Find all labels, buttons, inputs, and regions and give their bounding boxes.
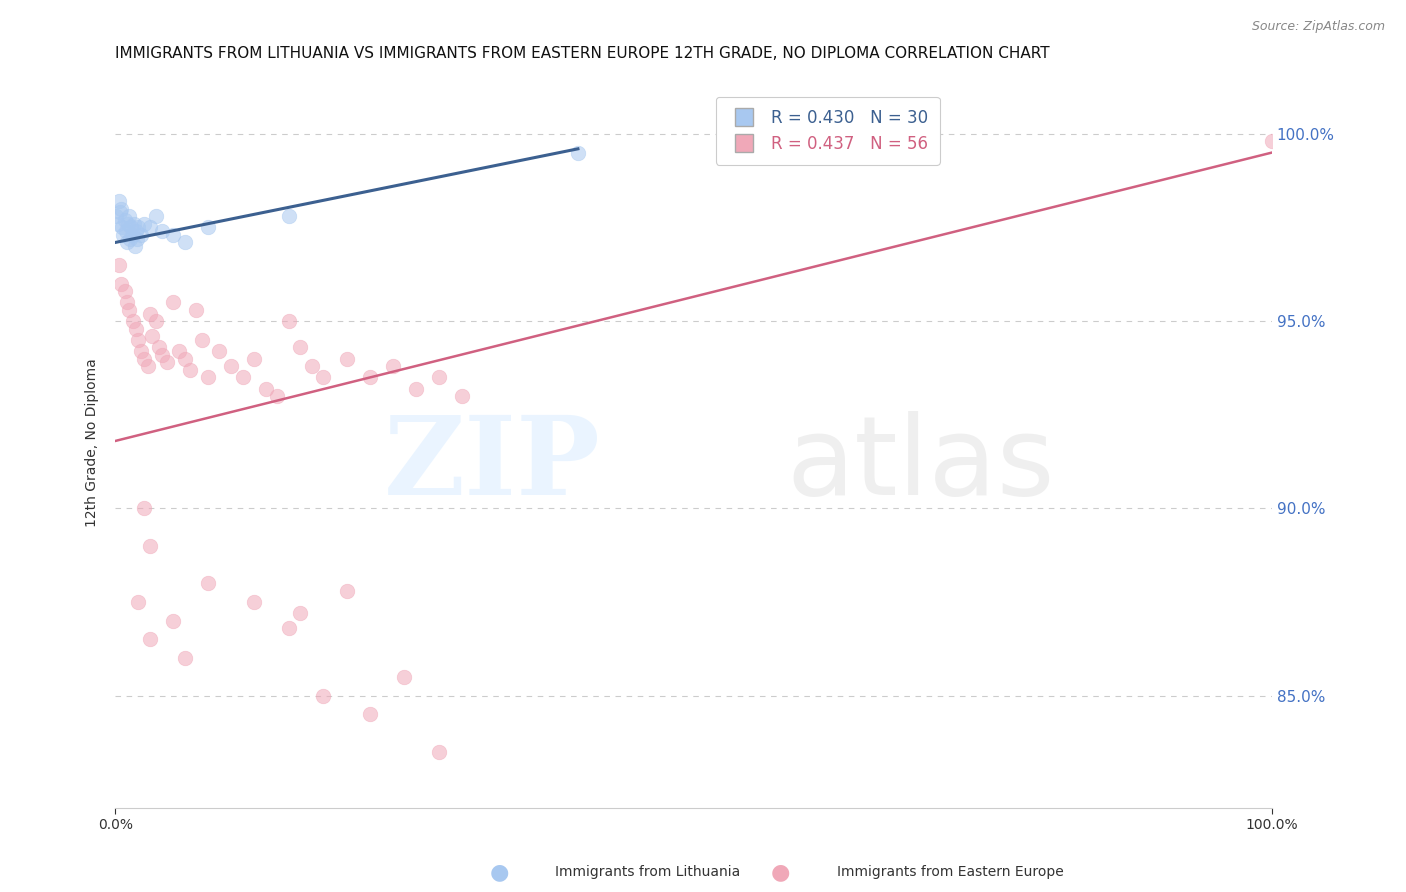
Point	[124, 239, 146, 253]
Point	[427, 745, 450, 759]
Point	[381, 359, 404, 373]
Point	[266, 389, 288, 403]
Point	[121, 314, 143, 328]
Point	[141, 329, 163, 343]
Point	[197, 220, 219, 235]
Point	[150, 224, 173, 238]
Point	[114, 213, 136, 227]
Point	[156, 355, 179, 369]
Text: Source: ZipAtlas.com: Source: ZipAtlas.com	[1251, 20, 1385, 33]
Point	[118, 302, 141, 317]
Point	[179, 363, 201, 377]
Text: IMMIGRANTS FROM LITHUANIA VS IMMIGRANTS FROM EASTERN EUROPE 12TH GRADE, NO DIPLO: IMMIGRANTS FROM LITHUANIA VS IMMIGRANTS …	[115, 46, 1050, 62]
Point	[162, 614, 184, 628]
Point	[127, 220, 149, 235]
Point	[107, 194, 129, 209]
Point	[105, 209, 128, 223]
Point	[136, 359, 159, 373]
Point	[243, 351, 266, 366]
Point	[134, 217, 156, 231]
Point	[108, 205, 131, 219]
Text: ZIP: ZIP	[384, 411, 600, 518]
Point	[359, 707, 381, 722]
Point	[139, 632, 162, 647]
Point	[167, 344, 190, 359]
Point	[208, 344, 231, 359]
Point	[173, 351, 195, 366]
Point	[120, 232, 142, 246]
Point	[336, 583, 359, 598]
Point	[129, 344, 152, 359]
Point	[114, 284, 136, 298]
Point	[139, 307, 162, 321]
Point	[277, 621, 299, 635]
Point	[336, 351, 359, 366]
Point	[118, 209, 141, 223]
Point	[405, 382, 427, 396]
Point	[127, 595, 149, 609]
Point	[277, 314, 299, 328]
Point	[173, 651, 195, 665]
Point	[197, 576, 219, 591]
Point	[121, 220, 143, 235]
Point	[162, 295, 184, 310]
Point	[145, 209, 167, 223]
Text: Immigrants from Eastern Europe: Immigrants from Eastern Europe	[837, 865, 1063, 880]
Text: ●: ●	[770, 863, 790, 882]
Point	[312, 370, 335, 384]
Legend: R = 0.430   N = 30, R = 0.437   N = 56: R = 0.430 N = 30, R = 0.437 N = 56	[716, 97, 939, 165]
Text: Immigrants from Lithuania: Immigrants from Lithuania	[555, 865, 741, 880]
Point	[312, 689, 335, 703]
Point	[110, 277, 132, 291]
Point	[127, 333, 149, 347]
Point	[129, 227, 152, 242]
Point	[191, 333, 214, 347]
Point	[134, 351, 156, 366]
Text: ●: ●	[489, 863, 509, 882]
Point	[427, 370, 450, 384]
Point	[290, 606, 312, 620]
Point	[1261, 134, 1284, 148]
Point	[290, 340, 312, 354]
Point	[122, 217, 145, 231]
Point	[121, 227, 143, 242]
Point	[111, 220, 134, 235]
Point	[150, 348, 173, 362]
Point	[139, 539, 162, 553]
Y-axis label: 12th Grade, No Diploma: 12th Grade, No Diploma	[86, 359, 100, 527]
Point	[451, 389, 474, 403]
Point	[567, 145, 589, 160]
Point	[243, 595, 266, 609]
Point	[231, 370, 253, 384]
Point	[134, 501, 156, 516]
Point	[173, 235, 195, 250]
Point	[394, 670, 416, 684]
Point	[107, 217, 129, 231]
Point	[219, 359, 242, 373]
Text: atlas: atlas	[786, 411, 1054, 518]
Point	[186, 302, 208, 317]
Point	[115, 295, 138, 310]
Point	[254, 382, 277, 396]
Point	[139, 220, 162, 235]
Point	[197, 370, 219, 384]
Point	[301, 359, 323, 373]
Point	[145, 314, 167, 328]
Point	[162, 227, 184, 242]
Point	[148, 340, 170, 354]
Point	[125, 321, 148, 335]
Point	[114, 224, 136, 238]
Point	[359, 370, 381, 384]
Point	[277, 209, 299, 223]
Point	[127, 232, 149, 246]
Point	[112, 227, 135, 242]
Point	[107, 258, 129, 272]
Point	[125, 224, 148, 238]
Point	[115, 235, 138, 250]
Point	[117, 217, 139, 231]
Point	[110, 202, 132, 216]
